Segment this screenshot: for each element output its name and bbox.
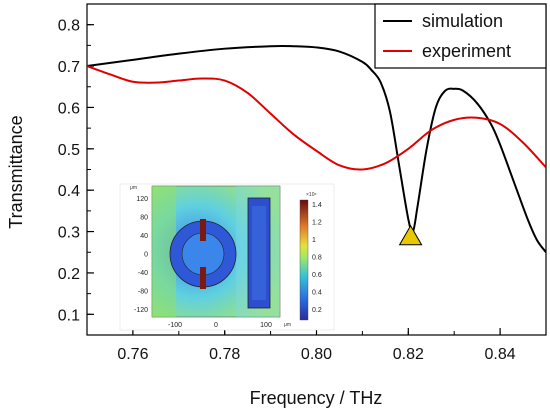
inset-x-tick-label: -100 xyxy=(168,322,182,329)
inset-colorbar xyxy=(299,199,309,321)
inset-y-tick-label: -40 xyxy=(138,270,148,277)
inset-y-tick-label: -80 xyxy=(138,289,148,296)
inset-y-ticks: 120 80 40 0 -40 -80 -120 xyxy=(134,196,148,314)
inset-colorbar-tick-label: 0.2 xyxy=(312,307,322,314)
inset-x-tick-label: 0 xyxy=(214,322,218,329)
x-tick-label: 0.80 xyxy=(301,346,332,363)
inset-y-unit: μm xyxy=(130,185,137,191)
x-tick-label: 0.82 xyxy=(393,346,424,363)
inset-colorbar-ticks: 1.4 1.2 1 0.8 0.6 0.4 0.2 xyxy=(312,202,322,314)
legend-box xyxy=(374,3,547,69)
inset-colorbar-tick-label: 0.6 xyxy=(312,272,322,279)
inset-y-tick-label: 80 xyxy=(140,215,148,222)
legend: simulation experiment xyxy=(374,3,547,69)
x-tick-label: 0.76 xyxy=(117,346,148,363)
y-axis-title: Transmittance xyxy=(6,115,26,228)
inset-colorbar-tick-label: 1.4 xyxy=(312,202,322,209)
inset-field-map: 120 80 40 0 -40 -80 -120 -100 0 100 μm μm ×10⁶ 1… xyxy=(119,183,335,331)
y-tick-label: 0.6 xyxy=(58,100,80,117)
y-tick-label: 0.8 xyxy=(58,18,80,35)
y-tick-label: 0.5 xyxy=(58,142,80,159)
legend-label-simulation: simulation xyxy=(422,11,503,31)
inset-y-tick-label: 40 xyxy=(140,233,148,240)
inset-y-tick-label: 120 xyxy=(136,196,148,203)
inset-x-ticks: -100 0 100 xyxy=(168,322,272,329)
inset-y-tick-label: 0 xyxy=(144,252,148,259)
legend-label-experiment: experiment xyxy=(422,41,511,61)
x-axis: 0.76 0.78 0.80 0.82 0.84 xyxy=(86,328,547,363)
series-line-experiment xyxy=(87,65,546,171)
inset-colorbar-tick-label: 1 xyxy=(312,237,316,244)
inset-colorbar-multiplier: ×10⁶ xyxy=(306,192,317,198)
inset-x-tick-label: 100 xyxy=(260,322,272,329)
y-tick-label: 0.1 xyxy=(58,307,80,324)
inset-colorbar-tick-label: 0.8 xyxy=(312,255,322,262)
x-tick-label: 0.78 xyxy=(209,346,240,363)
x-tick-label: 0.84 xyxy=(485,346,516,363)
inset-x-unit: μm xyxy=(284,322,291,328)
y-tick-label: 0.2 xyxy=(58,266,80,283)
inset-colorbar-tick-label: 1.2 xyxy=(312,220,322,227)
x-axis-title: Frequency / THz xyxy=(250,388,383,408)
triangle-marker xyxy=(398,224,423,246)
inset-y-tick-label: -120 xyxy=(134,307,148,314)
annotation-layer xyxy=(398,224,423,246)
y-tick-label: 0.4 xyxy=(58,183,80,200)
y-tick-label: 0.3 xyxy=(58,225,80,242)
inset-colorbar-tick-label: 0.4 xyxy=(312,290,322,297)
y-axis: 0.1 0.2 0.3 0.4 0.5 0.6 0.7 0.8 xyxy=(58,3,94,336)
y-tick-label: 0.7 xyxy=(58,59,80,76)
